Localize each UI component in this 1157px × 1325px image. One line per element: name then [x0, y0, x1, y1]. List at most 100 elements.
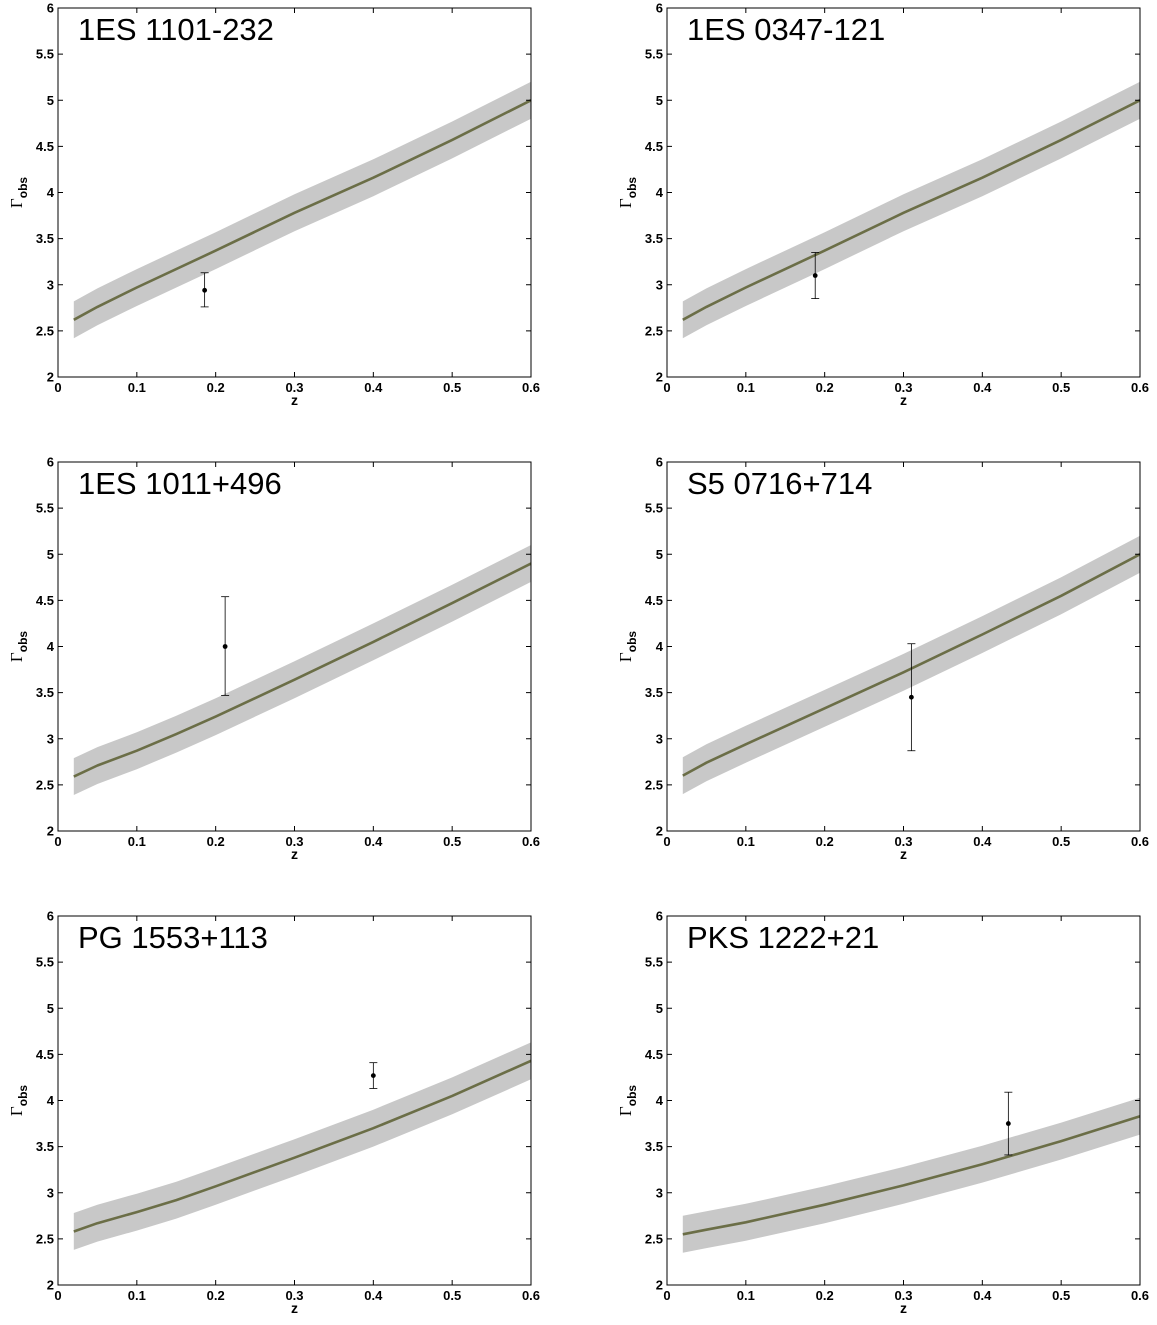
x-tick-label: 0 [54, 1288, 61, 1303]
y-tick-label: 2.5 [645, 777, 663, 792]
model-line [73, 562, 531, 778]
x-axis-label: z [291, 392, 298, 408]
y-axis-label-subscript: obs [625, 177, 639, 199]
y-tick-label: 2 [656, 1278, 663, 1293]
y-tick-label: 5 [656, 1001, 663, 1016]
y-tick-label: 3 [656, 277, 663, 292]
y-tick-label: 5.5 [36, 501, 54, 516]
axes-frame [666, 461, 1141, 832]
y-tick-label: 6 [47, 1, 54, 16]
data-point-1 [200, 272, 209, 308]
y-tick-label: 3.5 [645, 231, 663, 246]
x-tick-label: 0.2 [207, 1288, 225, 1303]
plot-area [682, 535, 1140, 795]
x-tick-label: 0.5 [1052, 1288, 1070, 1303]
data-point-marker [1005, 1121, 1011, 1126]
chart-panel-6: 0 0.1 0.2 0.3 0.4 0.5 0.6 2 2.5 3 3.5 4 4.5 5 5.5 6 z Γob… [616, 909, 1149, 1317]
model-line [682, 99, 1140, 321]
x-tick-label: 0.5 [1052, 380, 1070, 395]
y-tick-label: 4 [47, 639, 55, 654]
axes-frame [57, 461, 532, 832]
chart-panel-2: 0 0.1 0.2 0.3 0.4 0.5 0.6 2 2.5 3 3.5 4 4.5 5 5.5 6 z Γob… [616, 1, 1149, 409]
panel-title: 1ES 1101-232 [78, 12, 274, 47]
plot-area [73, 81, 531, 339]
data-point-1 [907, 643, 916, 752]
x-axis-label: z [291, 846, 298, 862]
y-tick-label: 3 [656, 731, 663, 746]
y-tick-label: 4.5 [36, 1047, 54, 1062]
y-tick-label: 4.5 [645, 1047, 663, 1062]
y-tick-label: 2.5 [36, 1231, 54, 1246]
chart-panel-4: 0 0.1 0.2 0.3 0.4 0.5 0.6 2 2.5 3 3.5 4 4.5 5 5.5 6 z Γob… [616, 455, 1149, 863]
x-tick-label: 0.6 [1131, 380, 1149, 395]
y-tick-label: 3 [47, 731, 54, 746]
x-tick-label: 0.2 [816, 380, 834, 395]
y-tick-label: 4 [656, 1093, 664, 1108]
y-tick-label: 5 [656, 547, 663, 562]
data-point-marker [812, 273, 818, 278]
y-tick-label: 5 [47, 93, 54, 108]
uncertainty-band [682, 1097, 1140, 1253]
y-tick-label: 6 [656, 909, 663, 924]
x-tick-label: 0.3 [894, 1288, 912, 1303]
y-tick-label: 3 [656, 1185, 663, 1200]
plot-area [682, 81, 1140, 339]
uncertainty-band [73, 1042, 531, 1250]
y-tick-label: 5.5 [645, 501, 663, 516]
x-tick-label: 0.5 [443, 834, 461, 849]
panel-title: PKS 1222+21 [687, 920, 879, 955]
y-tick-label: 4.5 [36, 593, 54, 608]
x-tick-label: 0.1 [737, 834, 755, 849]
y-tick-label: 2 [47, 824, 54, 839]
y-tick-label: 6 [656, 455, 663, 470]
x-tick-label: 0.2 [207, 380, 225, 395]
x-tick-label: 0 [54, 380, 61, 395]
y-tick-label: 5 [656, 93, 663, 108]
y-tick-label: 2.5 [36, 323, 54, 338]
x-tick-label: 0.5 [443, 1288, 461, 1303]
x-tick-label: 0.3 [285, 1288, 303, 1303]
y-axis-label-symbol: Γ [7, 1106, 26, 1116]
x-tick-label: 0.3 [285, 834, 303, 849]
y-tick-label: 3 [47, 277, 54, 292]
x-tick-label: 0.1 [128, 380, 146, 395]
y-tick-label: 5 [47, 1001, 54, 1016]
y-axis-label-subscript: obs [625, 1085, 639, 1107]
y-tick-label: 5.5 [36, 47, 54, 62]
panel-title: PG 1553+113 [78, 920, 268, 955]
y-tick-label: 2.5 [645, 1231, 663, 1246]
x-tick-label: 0.1 [128, 834, 146, 849]
y-tick-label: 3.5 [645, 685, 663, 700]
y-tick-label: 2 [47, 370, 54, 385]
x-tick-label: 0 [663, 380, 670, 395]
x-tick-label: 0.2 [207, 834, 225, 849]
y-tick-label: 6 [47, 909, 54, 924]
y-tick-label: 5.5 [645, 47, 663, 62]
x-tick-label: 0.1 [737, 1288, 755, 1303]
x-axis-label: z [900, 846, 907, 862]
y-axis-label-subscript: obs [16, 1085, 30, 1107]
y-tick-label: 2 [656, 824, 663, 839]
x-tick-label: 0.5 [443, 380, 461, 395]
x-tick-label: 0.6 [522, 380, 540, 395]
y-axis-label-subscript: obs [625, 631, 639, 653]
x-tick-label: 0.4 [364, 380, 383, 395]
x-tick-label: 0.6 [1131, 834, 1149, 849]
y-tick-label: 2.5 [36, 777, 54, 792]
uncertainty-band [73, 545, 531, 795]
model-line [73, 1059, 531, 1233]
y-axis-label-subscript: obs [16, 631, 30, 653]
x-tick-label: 0.3 [894, 380, 912, 395]
x-axis-label: z [900, 392, 907, 408]
y-axis-label-symbol: Γ [616, 198, 635, 208]
model-line [682, 553, 1140, 777]
x-tick-label: 0.6 [522, 834, 540, 849]
y-tick-label: 3.5 [645, 1139, 663, 1154]
y-tick-label: 4 [656, 639, 664, 654]
panel-title: 1ES 1011+496 [78, 466, 282, 501]
x-tick-label: 0.3 [894, 834, 912, 849]
model-line [682, 1114, 1140, 1236]
y-axis-label-symbol: Γ [616, 652, 635, 662]
x-tick-label: 0 [663, 1288, 670, 1303]
